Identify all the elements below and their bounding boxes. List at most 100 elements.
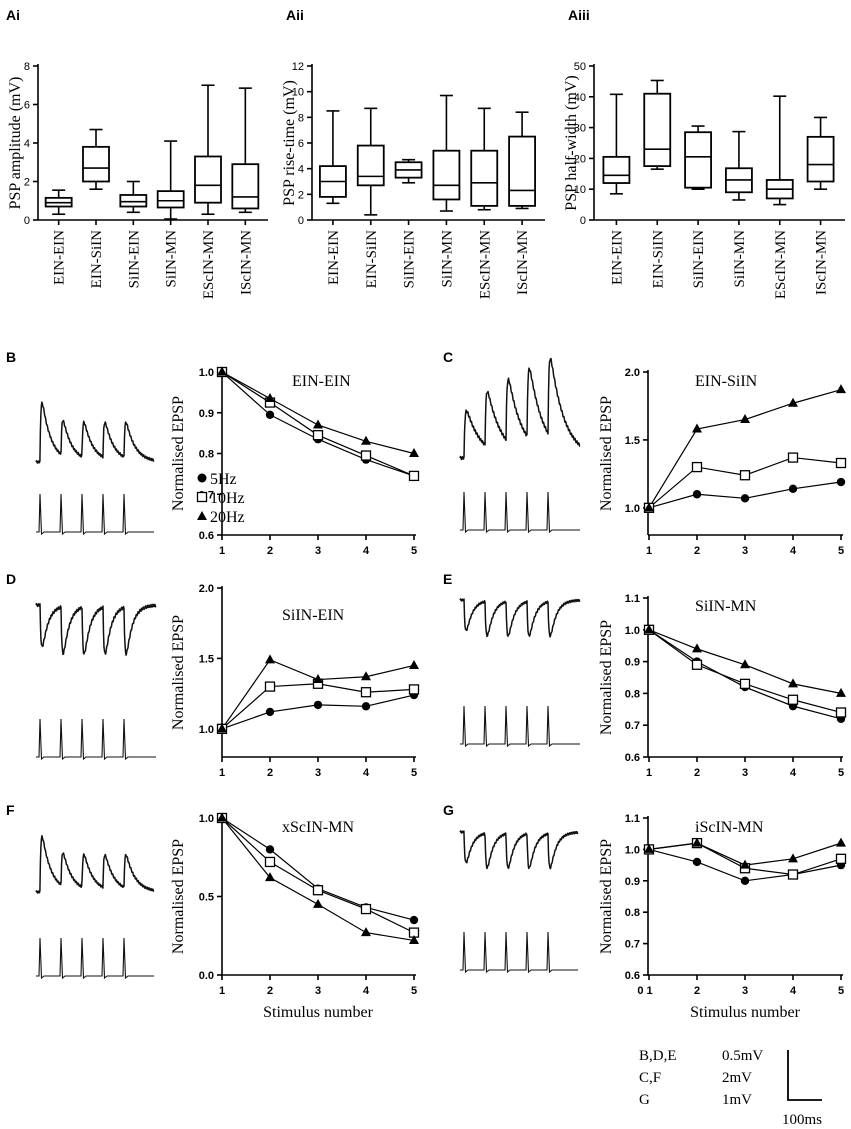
line-chart-xscin-mn: 0.0 0.5 1.0 1 2 3 4 5 Normalised EPSP xScIN-MN Sti… [170, 812, 420, 1021]
y-tick-label: 2 [24, 177, 30, 189]
y-axis-label: PSP amplitude (mV) [7, 77, 24, 210]
y-tick-label: 1.0 [625, 503, 640, 515]
scale-bar: B,D,E 0.5mV C,F 2mV G 1mV 100ms [639, 1048, 822, 1128]
data-point-square [835, 853, 847, 864]
epsp-waveform [35, 401, 155, 464]
epsp-waveform [35, 835, 155, 894]
y-tick-label: 0.8 [625, 688, 640, 700]
stimulus-spike-train [36, 718, 156, 761]
data-point-triangle [788, 678, 798, 688]
data-point-circle [265, 707, 275, 717]
x-tick-label: 0 1 [637, 985, 652, 997]
y-tick-label: 1.1 [625, 593, 640, 605]
x-axis-label: Stimulus number [690, 1004, 800, 1021]
y-tick-label: 1.0 [199, 367, 214, 379]
x-tick-label: 4 [790, 985, 797, 997]
x-category-label: SiIN-MN [164, 230, 180, 288]
data-point-square [835, 457, 847, 469]
chart-title: EIN-SiIN [695, 373, 758, 390]
panel-label-aiii: Aiii [568, 7, 590, 23]
data-point-circle [692, 857, 702, 867]
y-axis-label: Normalised EPSP [170, 396, 187, 511]
x-tick-label: 1 [219, 985, 225, 997]
panel-label-c: C [443, 349, 453, 365]
x-tick-label: 3 [315, 985, 321, 997]
box-iqr [82, 145, 110, 183]
data-point-triangle [361, 927, 371, 937]
data-point-triangle [313, 674, 323, 684]
chart-title: iScIN-MN [695, 819, 764, 836]
data-point-triangle [740, 659, 750, 669]
y-tick-label: 2.0 [625, 367, 640, 379]
x-tick-label: 4 [363, 767, 370, 779]
box-iqr [432, 149, 461, 201]
x-tick-label: 2 [694, 767, 700, 779]
y-tick-label: 1.0 [199, 813, 214, 825]
x-category-label: SiIN-EIN [402, 230, 418, 288]
epsp-trace-e [459, 598, 581, 748]
y-axis-label: Normalised EPSP [598, 620, 615, 735]
data-point-square [408, 684, 420, 695]
box-iqr [684, 131, 712, 189]
y-tick-label: 1.0 [625, 625, 640, 637]
y-tick-label: 0.6 [199, 530, 214, 542]
x-category-label: EIN-SiIN [650, 230, 666, 288]
data-point-triangle [265, 654, 275, 664]
box-iqr [602, 155, 631, 184]
chart-title: EIN-EIN [292, 373, 351, 390]
scale-time-label: 100ms [782, 1112, 822, 1128]
x-tick-label: 2 [694, 545, 700, 557]
x-tick-label: 5 [838, 767, 844, 779]
data-point-triangle [217, 723, 227, 733]
y-tick-label: 0.8 [625, 907, 640, 919]
data-point-square [360, 687, 372, 698]
x-tick-label: 5 [411, 767, 417, 779]
data-point-square [835, 707, 847, 718]
y-tick-label: 0.9 [199, 408, 214, 420]
data-point-triangle [836, 384, 846, 394]
epsp-trace-f [35, 835, 155, 980]
series-line-5hz [648, 629, 842, 720]
x-category-label: SiIN-MN [732, 230, 748, 288]
y-axis-label: PSP half-width (mV) [563, 75, 580, 210]
x-tick-label: 4 [363, 985, 370, 997]
panel-label-f: F [6, 802, 15, 818]
x-tick-label: 4 [363, 545, 370, 557]
line-chart-ein-siin: 1.0 1.5 2.0 1 2 3 4 5 Normalised EPSP EIN-SiIN [598, 367, 847, 557]
box-iqr [156, 190, 185, 209]
legend-marker-triangle [197, 511, 207, 520]
y-tick-label: 0.5 [199, 892, 214, 904]
scale-row-cf-value: 2mV [722, 1070, 752, 1086]
data-point-triangle [788, 397, 798, 407]
y-tick-label: 1.5 [625, 435, 640, 447]
x-tick-label: 2 [267, 767, 273, 779]
data-point-square [312, 885, 324, 896]
chart-title: SiIN-EIN [282, 607, 345, 624]
x-category-label: IScIN-MN [515, 230, 531, 295]
panel-label-ai: Ai [6, 7, 20, 23]
legend-label-5hz: 5Hz [210, 471, 237, 488]
epsp-waveform [459, 357, 581, 461]
epsp-trace-d [35, 602, 157, 761]
scale-row-bde-panels: B,D,E [639, 1048, 677, 1064]
box-plot-psp-half-width: 0 10 20 30 40 50 PSP half-width (mV) EIN-EIN EIN… [563, 61, 845, 299]
data-point-triangle [836, 837, 846, 847]
data-point-triangle [265, 872, 275, 882]
x-tick-label: 2 [694, 985, 700, 997]
y-axis-label: PSP rise-time (mV) [281, 80, 298, 206]
y-tick-label: 0.7 [625, 939, 640, 951]
panel-label-g: G [443, 802, 454, 818]
chart-title: SiIN-MN [695, 598, 757, 615]
data-point-triangle [313, 419, 323, 429]
x-category-label: EIN-SiIN [89, 230, 105, 288]
data-point-square [264, 856, 276, 868]
data-point-triangle [644, 843, 654, 853]
x-tick-label: 3 [742, 545, 748, 557]
data-point-circle [265, 410, 275, 419]
scale-row-g-panels: G [639, 1092, 650, 1108]
line-chart-siin-ein: 1.0 1.5 2.0 1 2 3 4 5 Normalised EPSP SiIN-EIN [170, 583, 420, 779]
y-tick-label: 2 [298, 189, 304, 201]
series-line-20hz [648, 389, 842, 509]
